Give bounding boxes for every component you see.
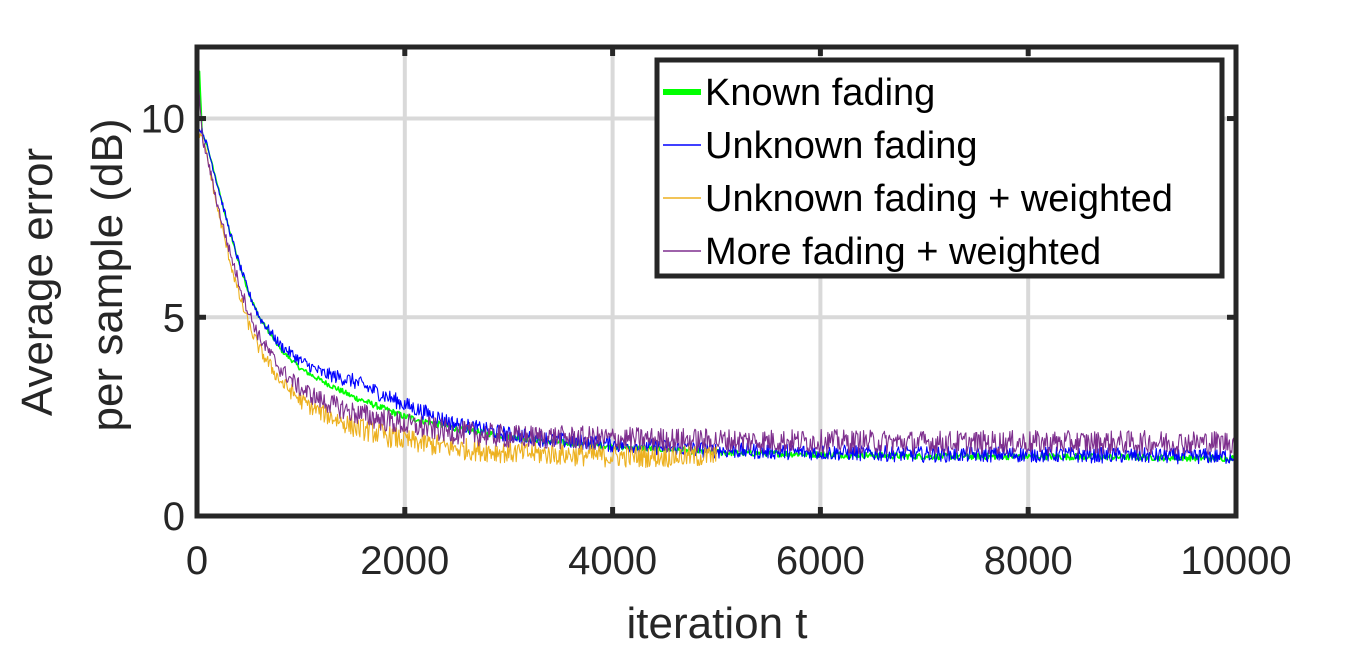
x-tick-label: 6000 — [776, 539, 865, 583]
tick-labels: 0 2000 4000 6000 8000 10000 0 5 10 — [141, 98, 1292, 583]
series-line-2 — [196, 126, 718, 469]
x-tick-label: 8000 — [984, 539, 1073, 583]
axes — [194, 44, 1239, 519]
x-tick-label: 10000 — [1180, 539, 1291, 583]
plot-lines — [196, 58, 1237, 469]
legend-box — [654, 57, 1225, 279]
y-tick-label: 10 — [141, 98, 186, 142]
x-tick-label: 2000 — [360, 539, 449, 583]
x-tick-label: 0 — [186, 539, 208, 583]
legend: Known fading Unknown fading Unknown fading… — [654, 57, 1225, 279]
y-tick-label: 0 — [163, 495, 185, 539]
legend-label-1: Unknown fading — [705, 125, 978, 167]
legend-label-2: Unknown fading + weighted — [705, 178, 1173, 220]
y-axis-label-line-1: Average error — [13, 148, 62, 416]
x-tick-label: 4000 — [568, 539, 657, 583]
y-axis-label-line-2: per sample (dB) — [83, 118, 132, 431]
legend-label-3: More fading + weighted — [705, 231, 1101, 273]
x-axis-label: iteration t — [627, 599, 808, 648]
legend-label-0: Known fading — [705, 72, 935, 114]
series-line-3 — [196, 58, 1237, 455]
y-tick-label: 5 — [163, 296, 185, 340]
plot-frame — [194, 44, 1239, 519]
